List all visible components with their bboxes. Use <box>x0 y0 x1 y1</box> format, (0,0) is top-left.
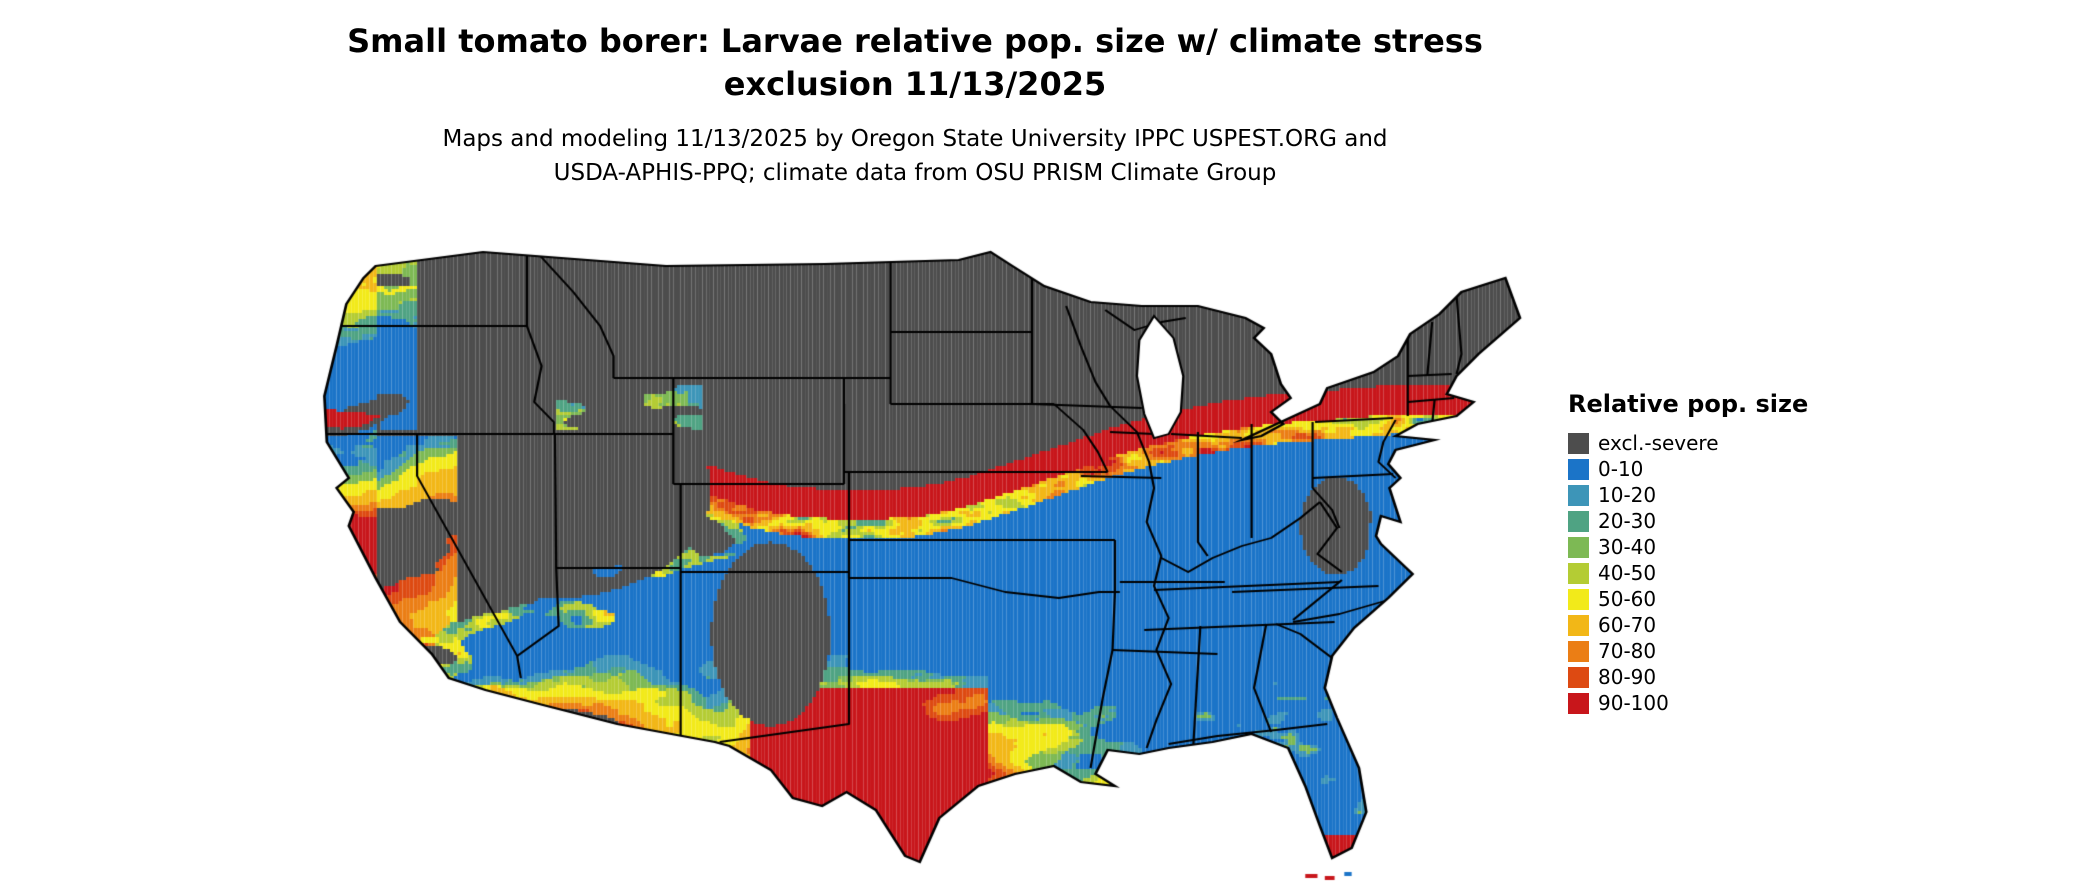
legend-item: 90-100 <box>1568 690 1828 716</box>
map-subtitle-line2: USDA-APHIS-PPQ; climate data from OSU PR… <box>553 160 1277 186</box>
legend-item: 80-90 <box>1568 664 1828 690</box>
legend-swatch <box>1568 614 1589 636</box>
legend-label: 70-80 <box>1598 638 1657 663</box>
legend-item: 20-30 <box>1568 508 1828 534</box>
legend-label: 90-100 <box>1598 690 1669 715</box>
legend-label: 50-60 <box>1598 586 1657 611</box>
legend-swatch <box>1568 432 1589 454</box>
legend-swatch <box>1568 692 1589 714</box>
legend-label: 0-10 <box>1598 456 1644 481</box>
legend-item: 40-50 <box>1568 560 1828 586</box>
legend-label: 40-50 <box>1598 560 1657 585</box>
legend-item: 30-40 <box>1568 534 1828 560</box>
legend-items: excl.-severe 0-10 10-20 20-30 30-40 40-50 50-6… <box>1568 430 1828 716</box>
legend-item: excl.-severe <box>1568 430 1828 456</box>
map-title-line1: Small tomato borer: Larvae relative pop.… <box>347 22 1483 60</box>
legend-swatch <box>1568 510 1589 532</box>
legend-item: 0-10 <box>1568 456 1828 482</box>
legend-swatch <box>1568 588 1589 610</box>
legend-item: 50-60 <box>1568 586 1828 612</box>
legend-label: 80-90 <box>1598 664 1657 689</box>
legend-item: 10-20 <box>1568 482 1828 508</box>
legend-label: 20-30 <box>1598 508 1657 533</box>
legend-swatch <box>1568 484 1589 506</box>
map-subtitle: Maps and modeling 11/13/2025 by Oregon S… <box>300 122 1530 190</box>
legend-swatch <box>1568 458 1589 480</box>
map-subtitle-line1: Maps and modeling 11/13/2025 by Oregon S… <box>442 126 1388 152</box>
us-map-canvas <box>300 226 1530 888</box>
legend-label: excl.-severe <box>1598 430 1719 455</box>
legend-title: Relative pop. size <box>1568 390 1809 418</box>
legend-swatch <box>1568 640 1589 662</box>
legend-label: 10-20 <box>1598 482 1657 507</box>
legend-item: 60-70 <box>1568 612 1828 638</box>
legend-swatch <box>1568 562 1589 584</box>
legend-label: 30-40 <box>1598 534 1657 559</box>
legend-swatch <box>1568 666 1589 688</box>
legend: Relative pop. size excl.-severe 0-10 10-20… <box>1568 390 1828 716</box>
legend-swatch <box>1568 536 1589 558</box>
legend-label: 60-70 <box>1598 612 1657 637</box>
map-title-line2: exclusion 11/13/2025 <box>723 65 1107 103</box>
legend-item: 70-80 <box>1568 638 1828 664</box>
map-title: Small tomato borer: Larvae relative pop.… <box>300 20 1530 106</box>
